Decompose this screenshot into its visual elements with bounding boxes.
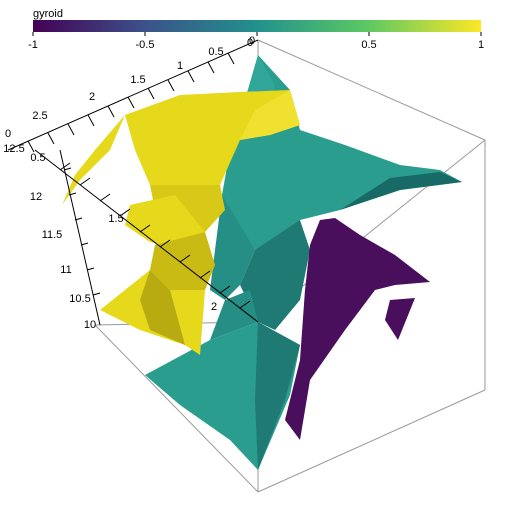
axis-tick-label: 1.5 bbox=[130, 74, 145, 86]
axis-tick-label: 0 bbox=[247, 37, 253, 49]
axis-tick-label: 0.5 bbox=[30, 152, 45, 164]
axis-tick-label: 12 bbox=[30, 191, 42, 203]
axis-tick-label: 2 bbox=[89, 91, 95, 103]
gyroid-surface-purple bbox=[285, 218, 430, 440]
colorbar-tick-label: 0.5 bbox=[361, 39, 376, 51]
axis-tick-label: 10.5 bbox=[69, 293, 90, 305]
axis-tick-label: 11 bbox=[60, 264, 71, 276]
axis-tick-label: 11.5 bbox=[42, 229, 63, 241]
axis-tick-label: 0 bbox=[5, 128, 11, 140]
colorbar-tick-label: -0.5 bbox=[136, 39, 155, 51]
axis-left bbox=[59, 149, 101, 326]
colorbar-title: gyroid bbox=[33, 8, 63, 20]
axis-left-labels: 0 12.5 12 11.5 11 10.5 10 bbox=[3, 128, 96, 331]
axis-top-labels: 0 0.5 1 1.5 2 2.5 bbox=[32, 37, 253, 122]
axis-tick-label: 2 bbox=[211, 301, 217, 313]
colorbar-tick-label: 1 bbox=[478, 39, 484, 51]
colorbar-tick-label: 0 bbox=[249, 35, 255, 47]
axis-tick-label: 2.5 bbox=[32, 110, 47, 122]
axis-tick-label: 0.5 bbox=[208, 46, 223, 58]
colorbar: gyroid -1 -0.5 0 0.5 1 bbox=[28, 8, 484, 51]
gyroid-surface-yellow bbox=[62, 90, 300, 355]
axis-front bbox=[34, 149, 259, 323]
colorbar-tick-label: -1 bbox=[28, 39, 38, 51]
axis-tick-label: 1.5 bbox=[108, 213, 123, 225]
axis-tick-label: 10 bbox=[84, 319, 96, 331]
colorbar-gradient bbox=[33, 20, 481, 32]
axis-tick-label: 12.5 bbox=[3, 143, 24, 155]
axis-tick-label: 1 bbox=[177, 60, 183, 72]
axis-top bbox=[7, 39, 259, 153]
axis-front-labels: 0.5 1.5 2 bbox=[30, 152, 217, 313]
